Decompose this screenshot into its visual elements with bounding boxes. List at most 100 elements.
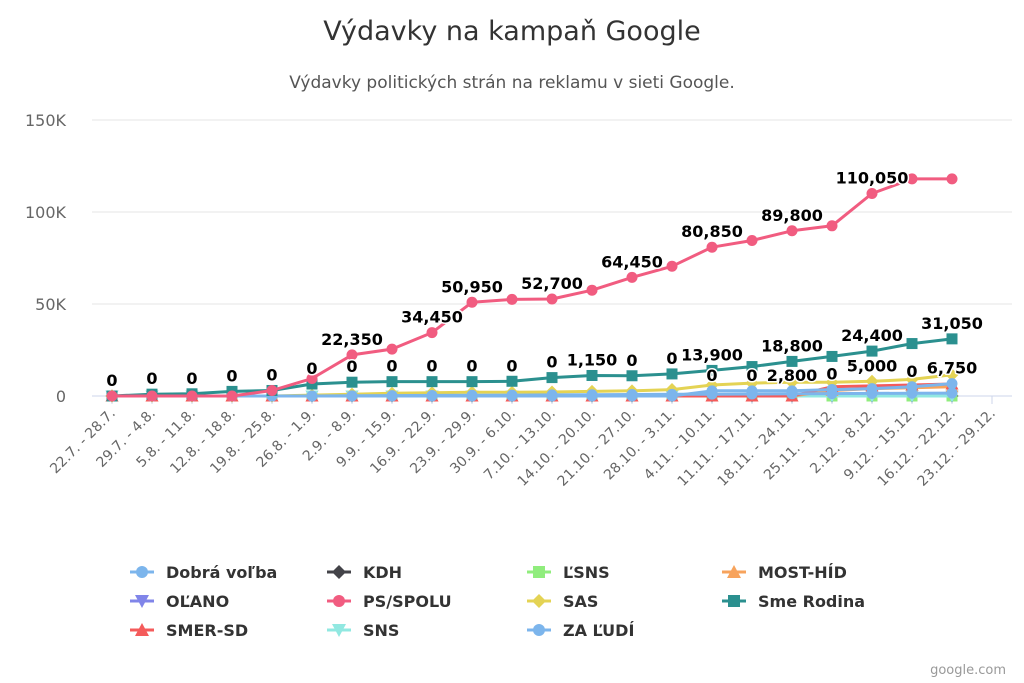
legend-item-kdh[interactable]: KDH xyxy=(327,563,402,582)
data-point-za-ud-[interactable] xyxy=(746,385,758,397)
data-point-za-ud-[interactable] xyxy=(346,390,358,402)
legend-label[interactable]: ZA ĽUDÍ xyxy=(563,621,634,640)
data-point-sme-rodina[interactable] xyxy=(546,372,558,384)
data-point-za-ud-[interactable] xyxy=(906,381,918,393)
legend-marker-most-h-d[interactable] xyxy=(727,565,741,578)
data-point-ps-spolu[interactable] xyxy=(546,293,558,305)
data-point-za-ud-[interactable] xyxy=(306,390,318,402)
data-point-ps-spolu[interactable] xyxy=(746,235,758,247)
legend-marker-dobr-vo-ba[interactable] xyxy=(136,566,148,578)
legend-item-smer-sd[interactable]: SMER-SD xyxy=(130,621,248,640)
data-point-ps-spolu[interactable] xyxy=(626,271,638,283)
data-point-ps-spolu[interactable] xyxy=(186,390,198,402)
data-point-za-ud-[interactable] xyxy=(506,390,518,402)
legend-marker-sme-rodina[interactable] xyxy=(728,595,740,607)
data-point-za-ud-[interactable] xyxy=(826,384,838,396)
data-point-ps-spolu[interactable] xyxy=(426,327,438,339)
data-point-ps-spolu[interactable] xyxy=(906,173,918,185)
series-line-ps-spolu[interactable] xyxy=(110,177,954,398)
legend-item-sns[interactable]: SNS xyxy=(327,621,399,640)
legend-label[interactable]: SNS xyxy=(363,621,399,640)
data-point-za-ud-[interactable] xyxy=(466,390,478,402)
data-point-ps-spolu[interactable] xyxy=(466,296,478,308)
legend-item-most-h-d[interactable]: MOST-HÍD xyxy=(722,563,847,582)
data-point-sme-rodina[interactable] xyxy=(466,376,478,388)
data-point-ps-spolu[interactable] xyxy=(506,293,518,305)
legend-item-sas[interactable]: SAS xyxy=(527,592,598,611)
data-point-za-ud-[interactable] xyxy=(946,378,958,390)
data-point-sas[interactable] xyxy=(745,376,759,390)
data-point-sme-rodina[interactable] xyxy=(386,376,398,388)
legend-label[interactable]: MOST-HÍD xyxy=(758,563,847,582)
legend-item--sns[interactable]: ĽSNS xyxy=(527,563,610,582)
legend-label[interactable]: PS/SPOLU xyxy=(363,592,452,611)
data-point-ps-spolu[interactable] xyxy=(946,173,958,185)
data-point-ps-spolu[interactable] xyxy=(266,384,278,396)
series-line-sme-rodina[interactable] xyxy=(110,337,954,398)
legend-label[interactable]: SMER-SD xyxy=(166,621,248,640)
data-point-ps-spolu[interactable] xyxy=(346,349,358,361)
data-point-sme-rodina[interactable] xyxy=(666,368,678,380)
data-point-sme-rodina[interactable] xyxy=(706,364,718,376)
legend-marker-ps-spolu[interactable] xyxy=(333,595,345,607)
data-point-sas[interactable] xyxy=(785,375,799,389)
data-point-sas[interactable] xyxy=(945,368,959,382)
legend-label[interactable]: ĽSNS xyxy=(563,563,610,582)
data-point-za-ud-[interactable] xyxy=(586,390,598,402)
data-point-ps-spolu[interactable] xyxy=(786,225,798,237)
data-point-za-ud-[interactable] xyxy=(426,390,438,402)
data-point-sme-rodina[interactable] xyxy=(866,345,878,357)
legend-item-dobr-vo-ba[interactable]: Dobrá voľba xyxy=(130,563,277,582)
legend-marker-sns[interactable] xyxy=(332,624,346,637)
data-point-sme-rodina[interactable] xyxy=(586,369,598,381)
legend-label[interactable]: Dobrá voľba xyxy=(166,563,277,582)
data-point-ps-spolu[interactable] xyxy=(586,284,598,296)
data-point-sme-rodina[interactable] xyxy=(306,378,318,390)
data-point-sme-rodina[interactable] xyxy=(626,370,638,382)
data-point-ps-spolu[interactable] xyxy=(306,373,318,385)
data-point-ps-spolu[interactable] xyxy=(706,241,718,253)
data-point-sme-rodina[interactable] xyxy=(426,376,438,388)
legend-marker-o-ano[interactable] xyxy=(135,595,149,608)
legend-marker-sas[interactable] xyxy=(532,594,546,608)
legend-label[interactable]: SAS xyxy=(563,592,598,611)
series-ps-spolu[interactable] xyxy=(106,173,958,402)
legend-marker--sns[interactable] xyxy=(533,566,545,578)
data-point-sme-rodina[interactable] xyxy=(826,350,838,362)
legend[interactable]: Dobrá voľba KDH ĽSNS MOST-HÍD OĽANO PS/SPOLU S… xyxy=(130,563,865,640)
data-point-ps-spolu[interactable] xyxy=(146,390,158,402)
data-point-ps-spolu[interactable] xyxy=(866,188,878,200)
data-point-za-ud-[interactable] xyxy=(666,390,678,402)
data-point-ps-spolu[interactable] xyxy=(386,343,398,355)
data-point-sme-rodina[interactable] xyxy=(506,375,518,387)
legend-item-o-ano[interactable]: OĽANO xyxy=(130,592,229,611)
legend-item-za-ud-[interactable]: ZA ĽUDÍ xyxy=(527,621,634,640)
legend-label[interactable]: OĽANO xyxy=(166,592,229,611)
legend-item-sme-rodina[interactable]: Sme Rodina xyxy=(722,592,865,611)
data-point-za-ud-[interactable] xyxy=(386,390,398,402)
data-point-ps-spolu[interactable] xyxy=(106,390,118,402)
legend-marker-za-ud-[interactable] xyxy=(533,624,545,636)
legend-label[interactable]: Sme Rodina xyxy=(758,592,865,611)
data-point-ps-spolu[interactable] xyxy=(226,390,238,402)
data-point-sme-rodina[interactable] xyxy=(946,333,958,345)
legend-label[interactable]: KDH xyxy=(363,563,402,582)
legend-marker-smer-sd[interactable] xyxy=(135,623,149,636)
data-point-za-ud-[interactable] xyxy=(626,390,638,402)
data-point-sme-rodina[interactable] xyxy=(346,376,358,388)
data-point-za-ud-[interactable] xyxy=(786,385,798,397)
data-point-sme-rodina[interactable] xyxy=(786,355,798,367)
legend-item-ps-spolu[interactable]: PS/SPOLU xyxy=(327,592,452,611)
data-point-za-ud-[interactable] xyxy=(706,385,718,397)
series-line-za-ud-[interactable] xyxy=(110,382,954,398)
data-point-sme-rodina[interactable] xyxy=(906,338,918,350)
series-za-ud-[interactable] xyxy=(106,378,958,402)
chart-credit[interactable]: google.com xyxy=(930,663,1006,678)
data-point-ps-spolu[interactable] xyxy=(826,220,838,232)
data-point-ps-spolu[interactable] xyxy=(666,260,678,272)
data-point-sme-rodina[interactable] xyxy=(746,361,758,373)
data-point-za-ud-[interactable] xyxy=(866,383,878,395)
data-point-za-ud-[interactable] xyxy=(546,390,558,402)
legend-marker-kdh[interactable] xyxy=(332,565,346,579)
data-point-dobr-vo-ba[interactable] xyxy=(946,387,958,399)
